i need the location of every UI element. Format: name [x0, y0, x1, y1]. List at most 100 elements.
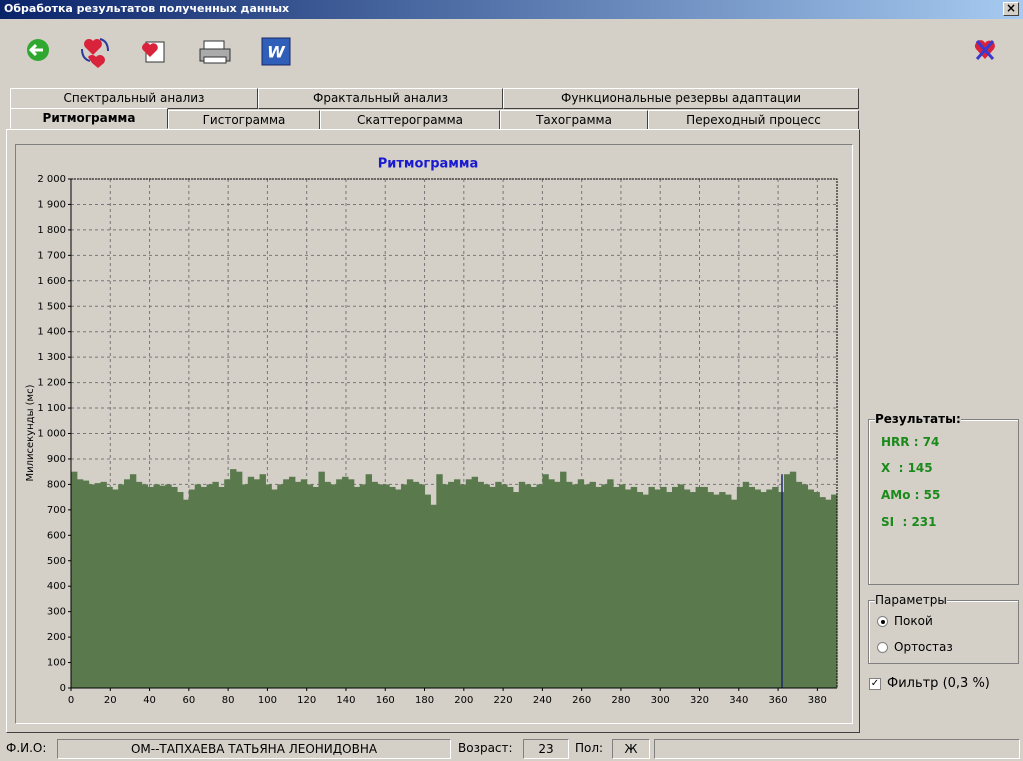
bar [324, 481, 331, 688]
bar [701, 486, 708, 688]
bar [300, 479, 308, 688]
close-button[interactable]: × [1003, 2, 1019, 16]
tab-page [6, 129, 860, 733]
bar [100, 481, 107, 688]
bar [436, 474, 443, 688]
bar [365, 474, 373, 688]
bar [518, 481, 526, 688]
bar [71, 471, 78, 688]
bar [483, 484, 490, 688]
params-group: Параметры Покой Ортостаз [868, 593, 1019, 664]
tab[interactable]: Тахограмма [500, 110, 648, 130]
bar [395, 489, 402, 688]
y-tick-label: 700 [47, 505, 66, 516]
bar [171, 486, 178, 688]
radio-label[interactable]: Покой [894, 614, 933, 628]
bar [377, 484, 384, 688]
bar [713, 494, 720, 688]
bar [294, 481, 302, 688]
bar [371, 481, 378, 688]
bar [353, 486, 361, 688]
bar [430, 504, 437, 688]
bar [418, 484, 426, 688]
tab[interactable]: Фрактальный анализ [258, 88, 503, 109]
x-tick-label: 240 [533, 695, 552, 706]
x-tick-label: 220 [494, 695, 513, 706]
bar [642, 494, 649, 688]
bar [748, 486, 756, 688]
bar [795, 481, 803, 688]
filter-label[interactable]: Фильтр (0,3 %) [887, 676, 990, 691]
x-tick-label: 340 [729, 695, 748, 706]
y-tick-label: 800 [47, 479, 66, 490]
report-icon[interactable] [142, 41, 165, 63]
y-tick-label: 1 700 [37, 250, 66, 261]
x-tick-label: 280 [611, 695, 630, 706]
status-label: Возраст: [458, 741, 513, 755]
bar [359, 484, 367, 688]
tab[interactable]: Гистограмма [168, 110, 320, 130]
bar [683, 489, 691, 688]
bar [536, 484, 543, 688]
bar [672, 486, 679, 688]
bar [507, 486, 514, 688]
bar [783, 474, 791, 688]
bar [754, 489, 761, 688]
bar [347, 479, 355, 688]
bar [719, 492, 726, 688]
bar [630, 486, 638, 688]
y-tick-label: 1 800 [37, 225, 66, 236]
bar [194, 484, 202, 688]
tab[interactable]: Спектральный анализ [10, 88, 258, 109]
bar [660, 486, 667, 688]
bar [165, 484, 172, 688]
bar [224, 479, 231, 688]
y-tick-label: 600 [47, 530, 66, 541]
bar [489, 486, 496, 688]
bar [147, 486, 154, 688]
bar [406, 479, 414, 688]
tab-active[interactable]: Ритмограмма [10, 108, 168, 129]
bar [819, 497, 826, 688]
window-title: Обработка результатов полученных данных [4, 2, 290, 15]
refresh-icon[interactable] [81, 38, 109, 68]
tab[interactable]: Скаттерограмма [320, 110, 500, 130]
patient-name: ОМ--ТАПХАЕВА ТАТЬЯНА ЛЕОНИДОВНА [57, 739, 451, 759]
word-icon[interactable]: W [261, 37, 291, 66]
filter-checkbox[interactable]: ✓ [869, 678, 881, 690]
exit-icon[interactable] [975, 40, 995, 60]
bar [454, 479, 461, 688]
bar [106, 486, 113, 688]
tab[interactable]: Функциональные резервы адаптации [503, 88, 859, 109]
bar [730, 499, 738, 688]
bar [412, 481, 420, 688]
x-tick-label: 180 [415, 695, 434, 706]
bar [389, 486, 396, 688]
x-tick-label: 80 [222, 695, 235, 706]
y-tick-label: 1 200 [37, 378, 66, 389]
bar [789, 471, 797, 688]
y-tick-label: 1 000 [37, 429, 66, 440]
y-tick-label: 100 [47, 658, 66, 669]
radio-checked[interactable] [877, 616, 888, 627]
bar [206, 484, 213, 688]
y-tick-label: 1 600 [37, 276, 66, 287]
bar [565, 481, 573, 688]
bar [477, 481, 484, 688]
x-tick-label: 0 [68, 695, 74, 706]
bar [135, 481, 143, 688]
bar [112, 489, 119, 688]
bar [495, 481, 502, 688]
svg-text:W: W [267, 43, 286, 62]
bar [831, 494, 838, 688]
print-icon[interactable] [199, 40, 231, 64]
y-tick-label: 500 [47, 556, 66, 567]
bar [766, 489, 773, 688]
radio-label[interactable]: Ортостаз [894, 640, 953, 654]
radio[interactable] [877, 642, 888, 653]
tab[interactable]: Переходный процесс [648, 110, 859, 130]
status-label: Ф.И.О: [6, 741, 47, 755]
y-tick-label: 200 [47, 632, 66, 643]
status-label: Пол: [575, 741, 604, 755]
